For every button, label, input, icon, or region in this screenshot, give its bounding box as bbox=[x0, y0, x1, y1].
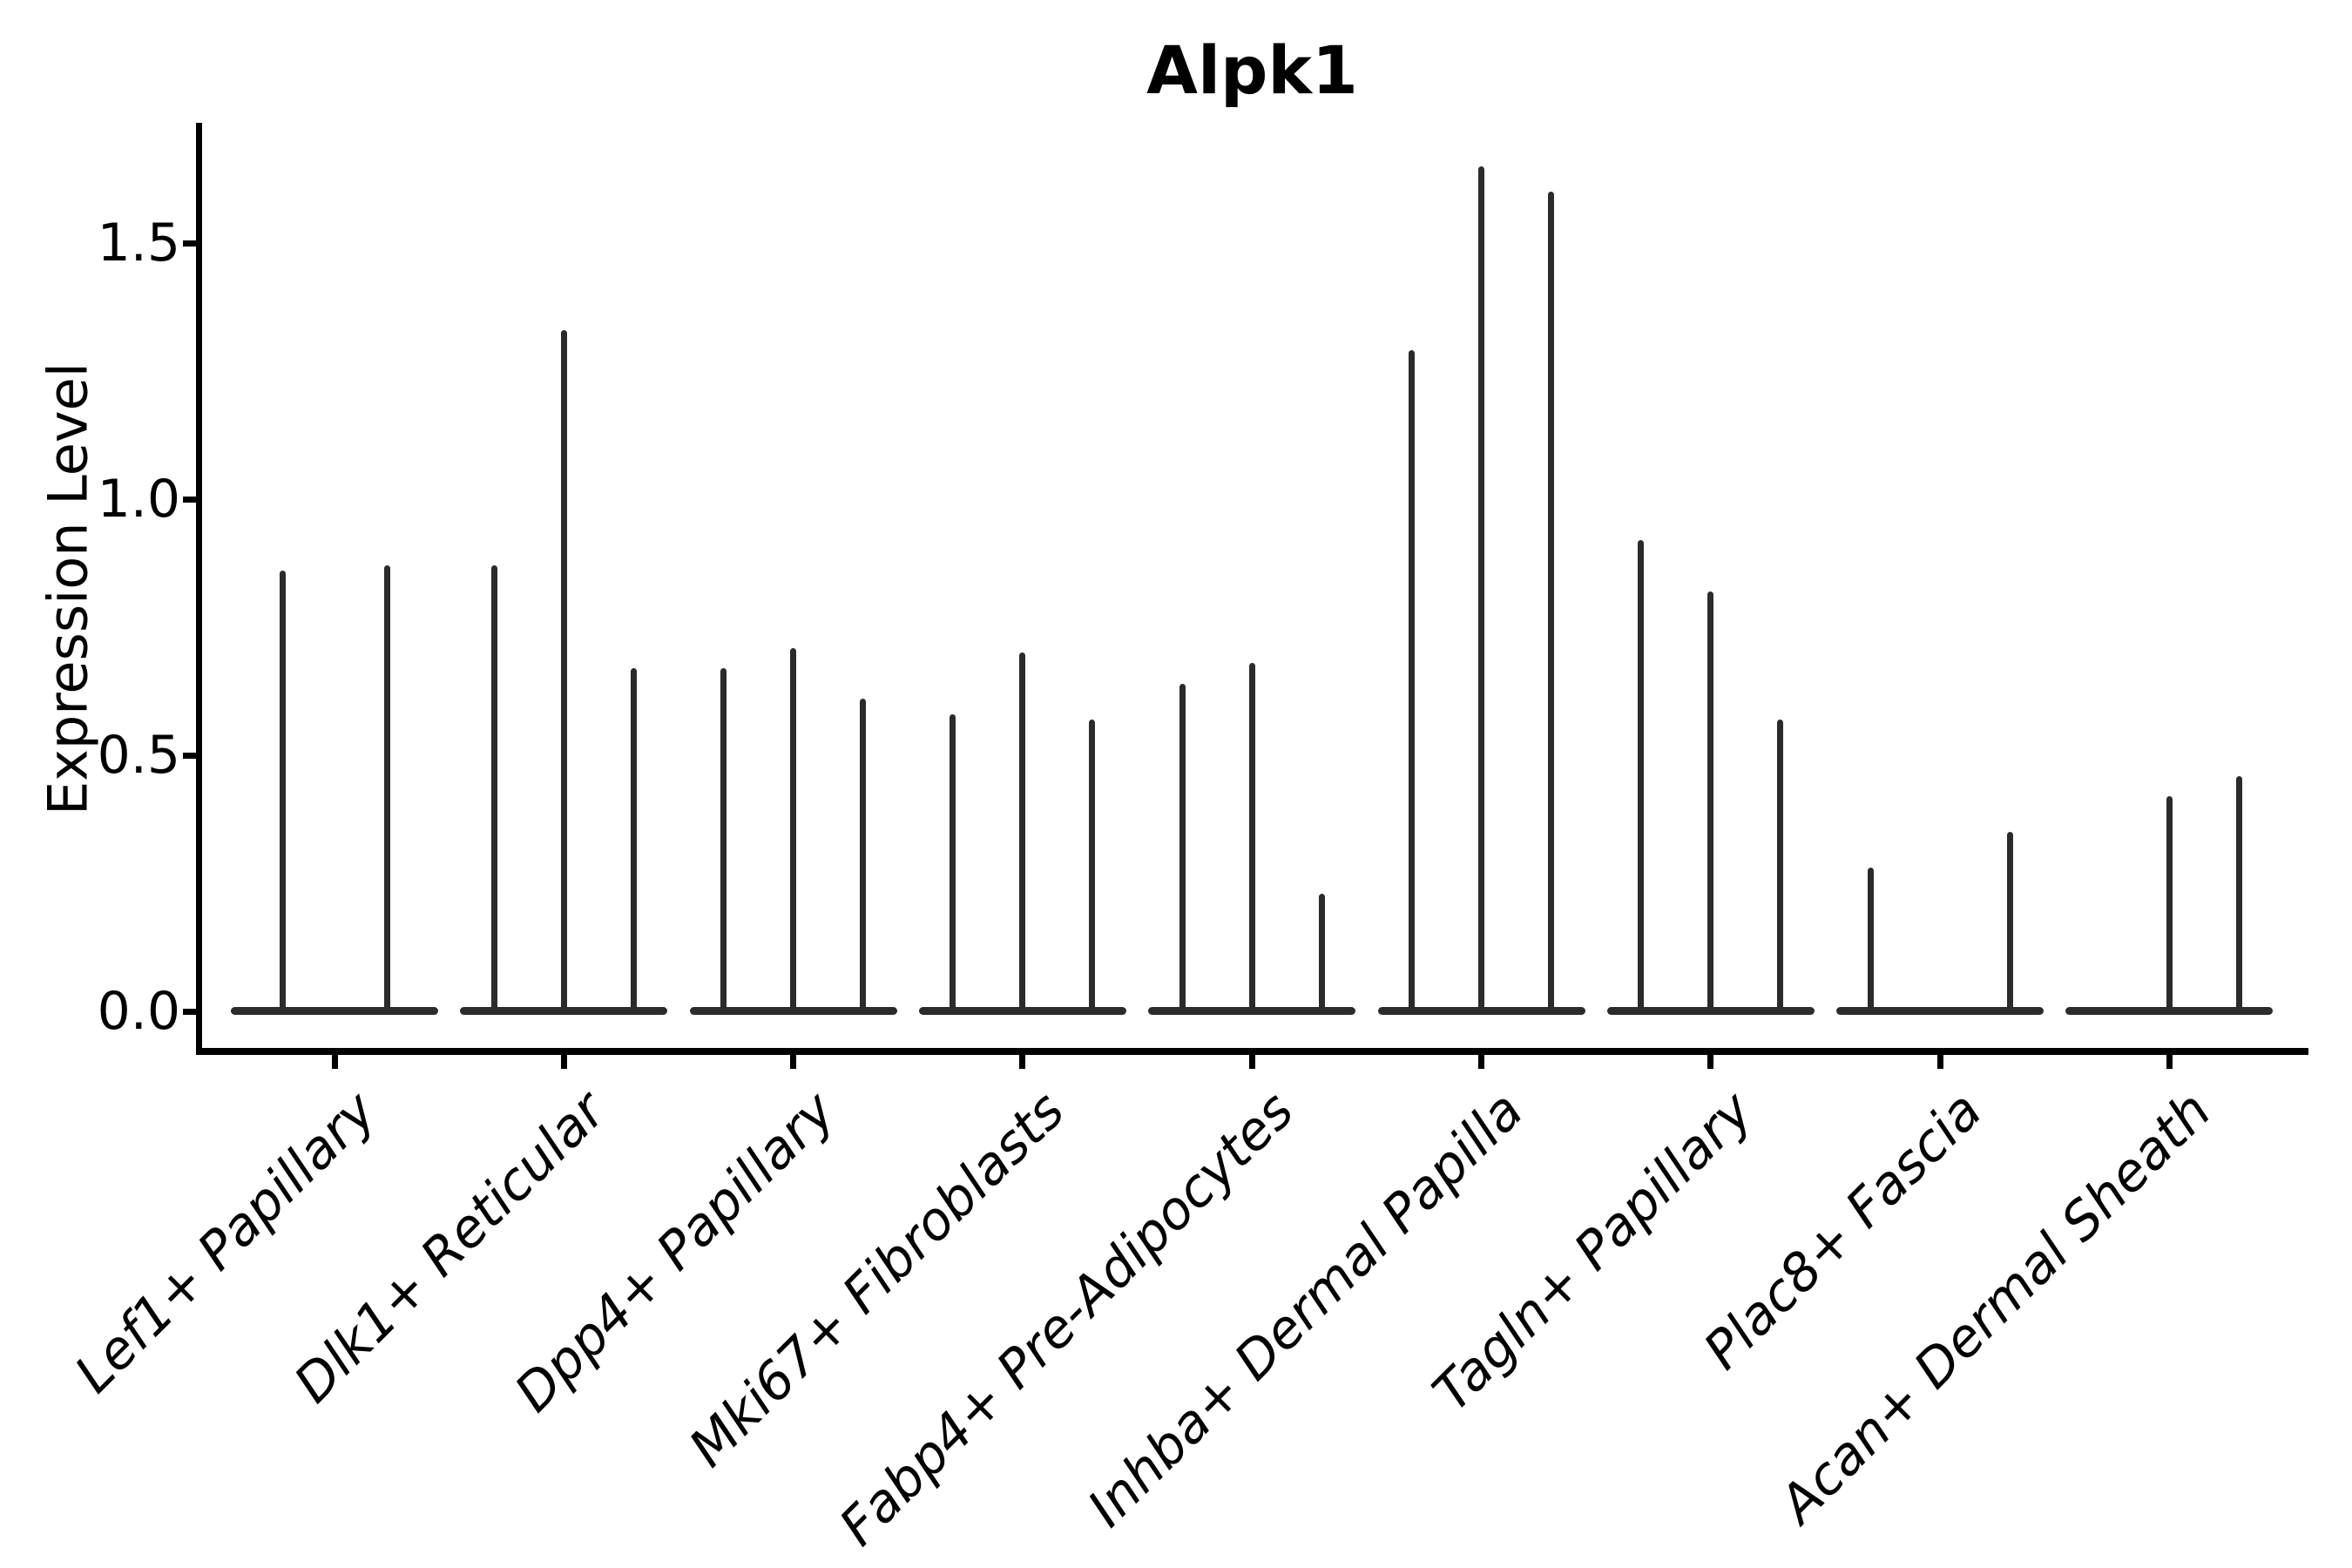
y-tick-label: 1.0 bbox=[97, 469, 180, 530]
violin-spike bbox=[1318, 893, 1325, 1014]
violin-spike bbox=[860, 699, 867, 1014]
x-tick-label: Acan+ Dermal Sheath bbox=[1767, 1080, 2223, 1536]
violin-spike bbox=[1089, 719, 1096, 1014]
violin-spike bbox=[720, 668, 727, 1014]
violin-spike bbox=[1707, 591, 1714, 1014]
violin-spike bbox=[490, 565, 497, 1014]
violin-spike bbox=[1867, 868, 1874, 1014]
y-axis-label: Expression Level bbox=[36, 362, 100, 815]
violin-base bbox=[1836, 1007, 2044, 1015]
y-axis-spine bbox=[196, 123, 202, 1055]
violin-spike bbox=[1248, 663, 1255, 1014]
x-tick-mark bbox=[1248, 1055, 1255, 1069]
violin-spike bbox=[1638, 540, 1645, 1014]
violin-base bbox=[231, 1007, 438, 1015]
x-tick-mark bbox=[1707, 1055, 1714, 1069]
violin-spike bbox=[790, 647, 797, 1014]
x-tick-label: Mki67+ Fibroblasts bbox=[677, 1080, 1077, 1479]
violin-spike bbox=[630, 668, 637, 1014]
x-tick-mark bbox=[1478, 1055, 1484, 1069]
y-tick-mark bbox=[183, 1008, 196, 1015]
violin-spike bbox=[2235, 775, 2242, 1014]
y-tick-mark bbox=[183, 496, 196, 503]
x-tick-label: Fabp4+ Pre-Adipocytes bbox=[828, 1080, 1306, 1558]
y-tick-mark bbox=[183, 240, 196, 247]
violin-spike bbox=[2006, 832, 2013, 1014]
violin-spike bbox=[1548, 192, 1554, 1014]
violin-spike bbox=[1409, 350, 1415, 1014]
violin-spike bbox=[2166, 796, 2173, 1014]
violin-spike bbox=[279, 571, 286, 1014]
y-tick-label: 1.5 bbox=[97, 213, 180, 274]
x-tick-mark bbox=[2166, 1055, 2173, 1069]
x-axis-spine bbox=[196, 1048, 2308, 1055]
violin-spike bbox=[950, 713, 956, 1014]
x-tick-mark bbox=[560, 1055, 567, 1069]
violin-spike bbox=[1019, 652, 1026, 1014]
x-tick-mark bbox=[331, 1055, 338, 1069]
violin-spike bbox=[560, 329, 567, 1014]
violin-spike bbox=[1179, 683, 1186, 1014]
y-tick-label: 0.5 bbox=[97, 725, 180, 786]
violin-spike bbox=[1478, 166, 1484, 1014]
y-tick-label: 0.0 bbox=[97, 981, 180, 1042]
violin-spike bbox=[383, 565, 390, 1014]
y-tick-mark bbox=[183, 752, 196, 759]
x-tick-label: Inhba+ Dermal Papilla bbox=[1076, 1080, 1535, 1539]
violin-spike bbox=[1777, 719, 1784, 1014]
x-tick-mark bbox=[790, 1055, 797, 1069]
x-tick-mark bbox=[1936, 1055, 1943, 1069]
plot-title: Alpk1 bbox=[1146, 31, 1358, 109]
x-tick-mark bbox=[1019, 1055, 1026, 1069]
